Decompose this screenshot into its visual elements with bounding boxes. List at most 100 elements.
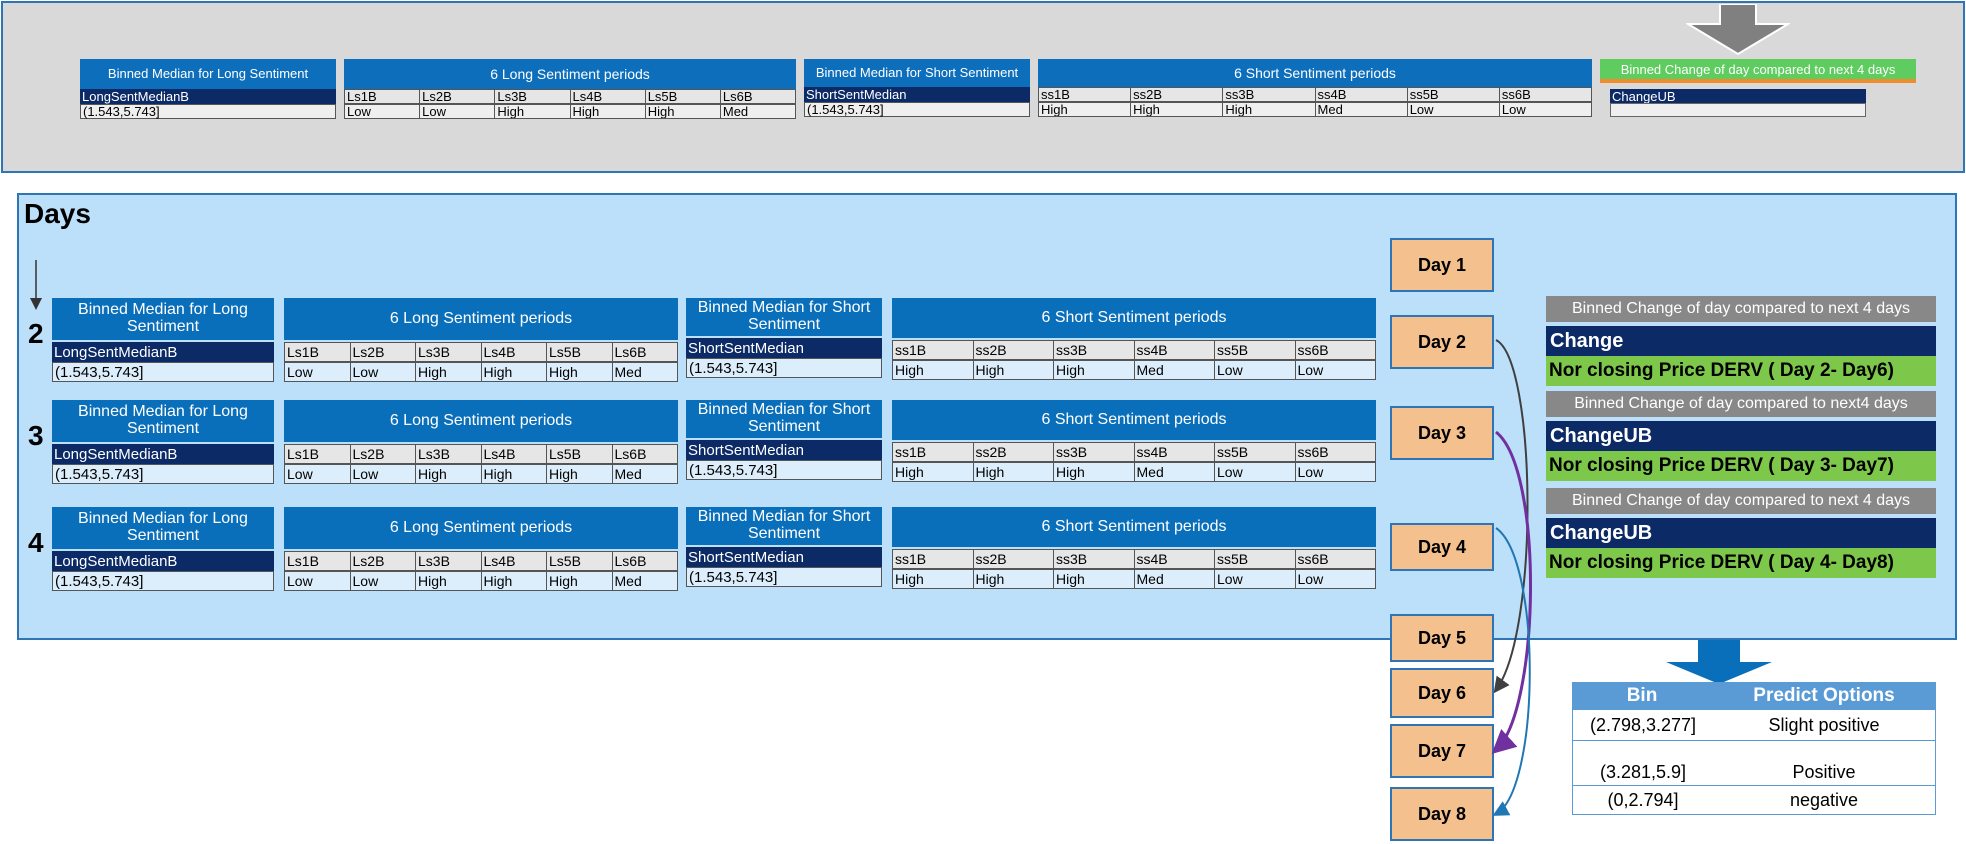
long-cols-row: Ls1B Ls2B Ls3B Ls4B Ls5B Ls6B (284, 342, 678, 362)
right-panel-header: Binned Change of day compared to next4 d… (1546, 391, 1936, 417)
short-val: Med (1133, 569, 1214, 589)
binned-long-block: Binned Median for Long Sentiment LongSen… (52, 298, 274, 382)
header-long-periods: 6 Long Sentiment periods (344, 59, 796, 89)
long-col: Ls3B (415, 444, 481, 464)
long-col: Ls4B (480, 342, 546, 362)
predict-cell: negative (1789, 789, 1859, 810)
header-binned-long: Binned Median for Long Sentiment (52, 298, 274, 340)
long-val: High (480, 464, 546, 484)
short-median-value: (1.543,5.743] (686, 567, 882, 587)
day-arrows (1491, 339, 1532, 816)
long-val: Low (419, 104, 495, 119)
long-median-value: (1.543,5.743] (52, 362, 274, 382)
short-val: Low (1214, 360, 1295, 380)
long-col: Ls2B (349, 551, 415, 571)
short-col: ss3B (1222, 87, 1315, 102)
short-val: High (892, 569, 973, 589)
short-col: ss5B (1214, 549, 1295, 569)
short-periods-block: 6 Short Sentiment periods ss1B ss2B ss3B ss… (892, 507, 1376, 589)
short-col: ss4B (1314, 87, 1407, 102)
long-col: Ls2B (349, 444, 415, 464)
short-median-label: ShortSentMedian (686, 440, 882, 460)
arrow-day2-day6 (1493, 339, 1529, 694)
day-box: Day 6 (1390, 668, 1494, 718)
long-val: High (546, 362, 612, 382)
long-val: Low (284, 464, 350, 484)
binned-long-block: Binned Median for Long Sentiment LongSen… (52, 507, 274, 591)
top-binned-long: Binned Median for Long Sentiment LongSen… (80, 59, 336, 119)
short-val: High (1053, 462, 1134, 482)
day-box: Day 7 (1390, 724, 1494, 778)
long-col: Ls6B (611, 444, 678, 464)
long-val: High (415, 362, 481, 382)
long-vals-row: Low Low High High High Med (284, 571, 678, 591)
short-col: ss2B (972, 549, 1053, 569)
long-col: Ls6B (611, 342, 678, 362)
long-vals-row: Low Low High High High Med (284, 464, 678, 484)
predict-cell: Positive (1792, 762, 1856, 782)
short-col: ss1B (1038, 87, 1131, 102)
short-val: High (1053, 569, 1134, 589)
long-val: Med (611, 464, 678, 484)
long-col: Ls6B (719, 89, 797, 104)
top-binned-change-header: Binned Change of day compared to next 4 … (1600, 59, 1916, 83)
short-col: ss2B (1130, 87, 1223, 102)
day-box: Day 8 (1390, 787, 1494, 841)
right-panel-label: Change (1546, 326, 1936, 356)
short-val: Low (1294, 569, 1376, 589)
predict-cell: Slight positive (1768, 714, 1880, 735)
long-periods-block: 6 Long Sentiment periods Ls1B Ls2B Ls3B Ls4… (284, 400, 678, 484)
short-col: ss2B (972, 340, 1053, 360)
top-binned-short: Binned Median for Short Sentiment ShortS… (804, 59, 1030, 117)
long-col: Ls3B (494, 89, 570, 104)
short-val: High (972, 360, 1053, 380)
long-col: Ls2B (349, 342, 415, 362)
binned-long-block: Binned Median for Long Sentiment LongSen… (52, 400, 274, 484)
short-col: ss2B (972, 442, 1053, 462)
binned-short-block: Binned Median for Short Sentiment ShortS… (686, 298, 882, 378)
long-val: Med (611, 571, 678, 591)
short-val: Med (1314, 102, 1407, 117)
short-vals-row: High High High Med Low Low (892, 360, 1376, 380)
row-number: 3 (28, 420, 44, 451)
short-periods-block: 6 Short Sentiment periods ss1B ss2B ss3B ss… (892, 298, 1376, 380)
binned-short-block: Binned Median for Short Sentiment ShortS… (686, 400, 882, 480)
bin-cell: (2.798,3.277] (1589, 714, 1697, 735)
short-val: Low (1406, 102, 1499, 117)
blue-down-arrow-icon (1666, 640, 1772, 684)
right-panel-desc: Nor closing Price DERV ( Day 2- Day6) (1546, 356, 1936, 386)
arrow-day3-day7 (1491, 430, 1532, 755)
header-short-periods: 6 Short Sentiment periods (892, 298, 1376, 338)
short-col: ss6B (1294, 549, 1376, 569)
short-val: Med (1133, 360, 1214, 380)
long-col: Ls1B (284, 551, 350, 571)
row-number: 2 (28, 318, 44, 349)
header-binned-short: Binned Median for Short Sentiment (804, 59, 1030, 87)
short-periods-block: 6 Short Sentiment periods ss1B ss2B ss3B ss… (892, 400, 1376, 482)
long-col: Ls5B (546, 342, 612, 362)
short-median-value: (1.543,5.743] (804, 102, 1030, 117)
long-col: Ls1B (284, 342, 350, 362)
bin-col-header: Bin (1626, 685, 1658, 706)
right-panel-desc: Nor closing Price DERV ( Day 4- Day8) (1546, 548, 1936, 578)
right-panel-header: Binned Change of day compared to next 4 … (1546, 488, 1936, 514)
short-col: ss1B (892, 442, 973, 462)
short-col: ss5B (1214, 442, 1295, 462)
day-box: Day 4 (1390, 523, 1494, 571)
short-val: High (892, 462, 973, 482)
long-val: High (494, 104, 570, 119)
long-col: Ls1B (344, 89, 420, 104)
short-col: ss1B (892, 340, 973, 360)
short-cols-row: ss1B ss2B ss3B ss4B ss5B ss6B (892, 340, 1376, 360)
long-val: High (480, 571, 546, 591)
short-col: ss4B (1133, 442, 1214, 462)
top-short-periods: 6 Short Sentiment periods ss1B ss2B ss3B… (1038, 59, 1593, 117)
long-val: High (546, 571, 612, 591)
long-median-value: (1.543,5.743] (52, 464, 274, 484)
header-short-periods: 6 Short Sentiment periods (1038, 59, 1592, 87)
short-val: High (1130, 102, 1223, 117)
short-col: ss4B (1133, 549, 1214, 569)
long-val: High (644, 104, 720, 119)
long-cols-row: Ls1B Ls2B Ls3B Ls4B Ls5B Ls6B (284, 444, 678, 464)
long-cols-row: Ls1B Ls2B Ls3B Ls4B Ls5B Ls6B (284, 551, 678, 571)
